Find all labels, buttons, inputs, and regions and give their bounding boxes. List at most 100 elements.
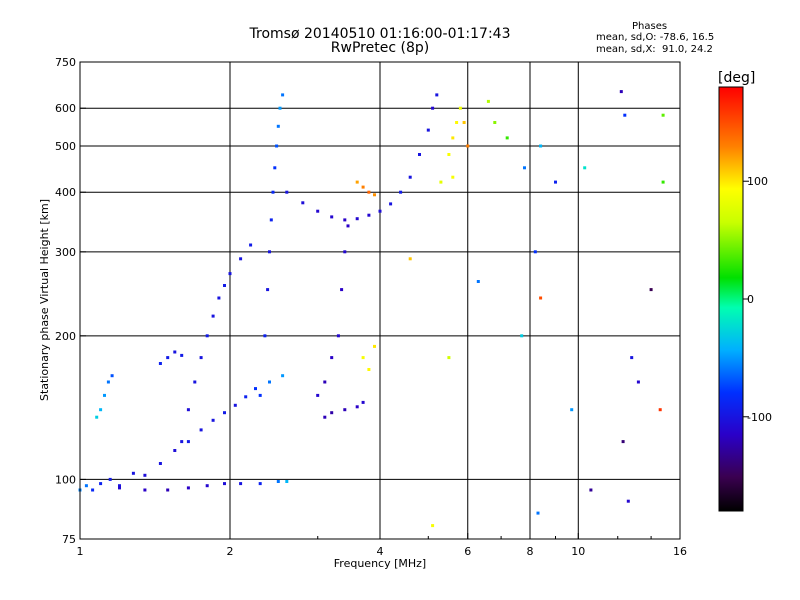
chart-title: Tromsø 20140510 01:16:00-01:17:43: [249, 26, 511, 42]
y-tick-label: 300: [55, 246, 76, 259]
data-point: [131, 471, 135, 475]
data-point: [249, 243, 253, 247]
data-point: [439, 180, 443, 184]
data-point: [276, 480, 280, 483]
data-point: [336, 334, 340, 338]
data-point: [158, 462, 162, 465]
data-point: [447, 153, 451, 156]
data-point: [330, 411, 334, 415]
data-point: [346, 224, 350, 228]
data-point: [505, 136, 509, 140]
data-point: [239, 482, 243, 486]
y-axis-ticks: 750 600 500 400 300 200 100 75: [55, 56, 86, 546]
data-point: [223, 284, 226, 287]
data-point: [316, 209, 320, 213]
data-point: [205, 334, 209, 338]
chart-subtitle: RwPretec (8p): [330, 40, 430, 56]
data-point: [447, 356, 451, 360]
data-point: [323, 380, 327, 384]
data-point: [99, 408, 103, 412]
data-point: [269, 218, 273, 222]
data-point: [367, 190, 371, 194]
data-point: [408, 175, 412, 179]
stats-heading: Phases: [632, 21, 668, 32]
data-point: [570, 408, 574, 412]
grid-lines: [80, 62, 680, 539]
y-axis-label: Stationary phase Virtual Height [km]: [38, 199, 51, 401]
data-point: [166, 356, 170, 360]
colorbar: [718, 86, 744, 512]
data-point: [108, 477, 112, 481]
data-point: [493, 121, 497, 124]
y-tick-label: 500: [55, 140, 76, 153]
data-point: [343, 250, 347, 254]
y-tick-label: 400: [55, 186, 76, 199]
data-point: [466, 144, 470, 148]
data-point: [373, 193, 376, 197]
data-point: [626, 499, 630, 503]
y-tick-label: 200: [55, 330, 76, 343]
data-point: [367, 368, 371, 371]
data-point: [239, 257, 243, 261]
data-point: [523, 166, 526, 170]
data-point: [583, 166, 587, 170]
data-point: [661, 180, 665, 184]
data-point: [258, 482, 262, 486]
data-point: [276, 124, 280, 128]
colorbar-tick-label: 0: [747, 293, 754, 306]
data-point: [636, 380, 640, 384]
data-point: [623, 113, 627, 117]
colorbar-ticks: 100 0 -100: [743, 175, 772, 424]
data-point: [275, 144, 279, 148]
data-point: [99, 482, 103, 486]
data-point: [217, 296, 221, 300]
data-point: [173, 449, 177, 452]
data-point: [143, 473, 147, 477]
y-tick-label: 600: [55, 102, 76, 115]
data-point: [223, 482, 226, 486]
data-point: [271, 190, 275, 194]
data-point: [343, 408, 347, 412]
data-point: [285, 190, 289, 194]
data-point: [199, 428, 203, 432]
data-point: [263, 334, 267, 338]
data-point: [533, 250, 537, 254]
data-point: [520, 334, 524, 338]
data-point: [361, 400, 365, 404]
data-point: [266, 288, 270, 292]
data-point: [426, 128, 430, 132]
data-point: [630, 356, 634, 360]
x-tick-label: 4: [377, 545, 384, 558]
data-point: [91, 488, 95, 492]
data-point: [173, 350, 177, 354]
data-point: [361, 185, 365, 189]
data-point: [435, 93, 439, 97]
data-point: [301, 201, 305, 205]
data-point: [451, 175, 455, 179]
data-point: [254, 387, 257, 391]
data-point: [621, 440, 625, 444]
data-point: [458, 106, 462, 110]
x-tick-label: 10: [571, 545, 585, 558]
x-tick-label: 1: [77, 545, 84, 558]
data-point: [193, 380, 197, 384]
data-point: [118, 486, 121, 490]
data-point: [211, 314, 215, 318]
data-point: [361, 356, 365, 360]
data-point: [186, 440, 190, 444]
data-point: [166, 488, 170, 492]
data-point: [323, 415, 327, 419]
data-point: [278, 106, 282, 110]
data-point: [589, 488, 593, 492]
data-point: [244, 395, 248, 399]
data-point: [233, 403, 237, 407]
data-point: [205, 484, 209, 488]
data-point: [281, 374, 285, 378]
x-axis-label: Frequency [MHz]: [334, 557, 426, 570]
data-point: [486, 99, 490, 103]
data-point: [619, 90, 623, 94]
stats-x-mode: mean, sd,X: 91.0, 24.2: [596, 44, 713, 55]
data-point: [228, 272, 232, 276]
data-point: [106, 380, 110, 384]
